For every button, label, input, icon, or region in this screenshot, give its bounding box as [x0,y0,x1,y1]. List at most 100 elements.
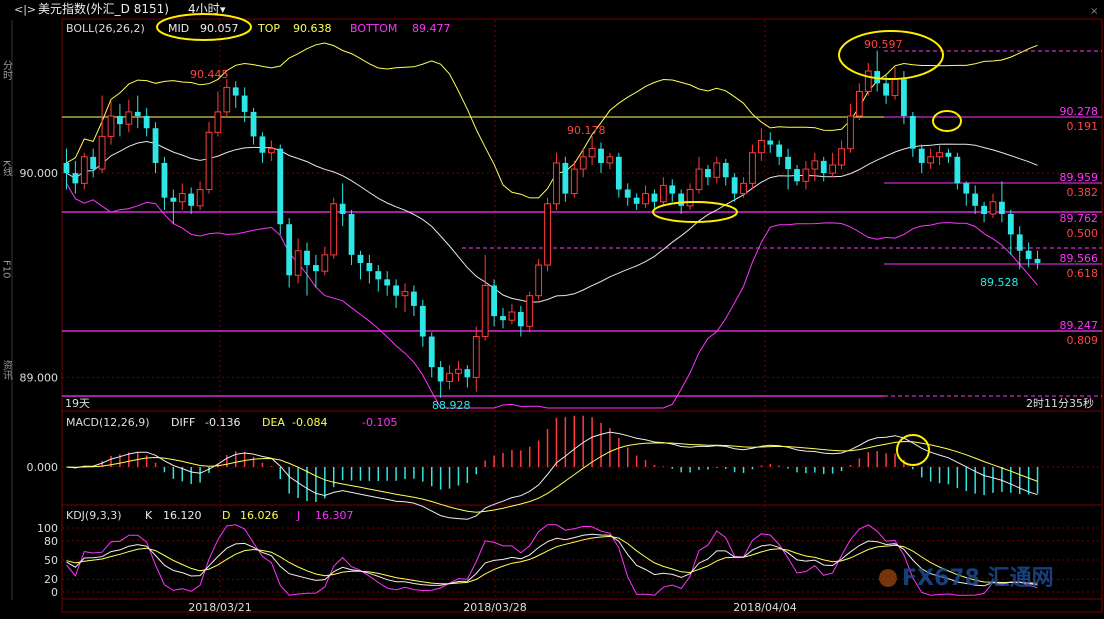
candle-body [954,156,961,184]
candle-body [393,285,399,296]
candle-body [223,86,231,113]
candle-body [855,90,863,117]
candle-body [927,156,935,164]
nav-back-forward-icon[interactable]: <|> [14,3,36,16]
highlight-fib-ellipse [932,110,962,132]
candle-body [802,168,810,182]
candle-body [829,164,837,174]
candle-body [695,168,703,190]
candle-body [553,162,560,205]
sidebar-tab-label: K线 [1,160,13,177]
candle-body [651,193,658,202]
candle-body [838,148,845,166]
boll-label: BOLL(26,26,2) [66,22,145,35]
candle-body [794,169,800,182]
candle-body [785,156,791,170]
candle-body [598,148,604,163]
candle-body [909,115,916,149]
grid: 90.000 89.000 2018/03/21 2018/03/28 2018/04/… [20,20,1102,614]
period-selector[interactable]: 4小时 [188,2,220,16]
macd-pane: 0.000 [27,415,1102,520]
candle-body [348,214,355,255]
candle-body [267,148,275,154]
sidebar-tab-0[interactable]: 分时 [1,60,13,80]
sidebar-tab-2[interactable]: F10 [1,260,12,278]
fib-price-label: 89.247 [1060,319,1099,332]
candle-body [588,148,596,158]
candle-body [749,152,756,184]
candle-body [705,169,711,178]
candle-body [214,111,222,133]
candle-body [945,152,952,157]
boll-mid-value: 90.057 [200,22,239,35]
candle-body [544,203,551,266]
candle-body [1016,234,1023,251]
candle-body [232,87,239,96]
days-label: 19天 [65,397,90,410]
candle-body [205,131,213,190]
boll-bottom-label: BOTTOM [350,22,397,35]
candle-body [178,193,186,203]
boll-top-value: 90.638 [293,22,332,35]
candle-body [972,193,979,206]
candle-body [411,291,417,306]
candle-body [500,316,506,321]
candle-body [107,115,115,137]
candle-body [117,115,123,125]
annotation-high-right: 90.597 [864,38,903,51]
candle-body [633,197,640,204]
candle-body [428,336,435,368]
candle-body [757,139,765,154]
macd-value: -0.105 [362,416,397,429]
candle-body [526,295,534,327]
highlight-support-ellipse [652,201,738,223]
candle-body [241,95,248,112]
macd-dea-line [66,440,1038,513]
boll-bottom-line [66,183,1038,409]
candle-body [401,291,409,297]
candle-body [713,162,721,178]
macd-diff-line [66,431,1038,520]
candle-body [304,250,310,266]
candle-body [891,78,899,97]
candle-body [999,201,1005,214]
fibonacci-lines: 90.278 0.191 89.959 0.382 89.762 0.500 89.566 0… [62,50,1102,397]
candle-body [375,271,382,280]
kdj-j-value: 16.307 [315,509,354,522]
fib-ratio-label: 0.500 [1067,227,1099,240]
annotation-mid-high: 90.178 [567,124,606,137]
candle-body [508,311,516,321]
kdj-tick: 80 [44,535,58,548]
candle-body [196,188,204,207]
candle-body [330,203,338,256]
candle-body [874,71,881,84]
candle-body [80,156,88,184]
fib-ratio-label: 0.618 [1067,267,1099,280]
candle-body [615,156,622,190]
close-icon[interactable]: × [1090,6,1098,17]
candle-body [98,135,106,170]
boll-bottom-value: 89.477 [412,22,451,35]
sidebar-tab-3[interactable]: 资讯 [1,360,13,381]
fib-price-label: 90.278 [1060,105,1099,118]
fib-price-label: 89.566 [1060,252,1099,265]
candle-body [918,148,925,163]
sidebar-tab-label: F10 [1,260,12,278]
candle-body [820,160,827,174]
candle-body [883,83,889,96]
chevron-down-icon[interactable]: ▾ [220,3,226,16]
macd-dea-value: -0.084 [292,416,327,429]
candle-body [250,111,257,137]
sidebar-tab-1[interactable]: K线 [1,160,13,177]
candle-body [286,224,293,276]
candle-body [446,372,453,382]
macd-dea-label: DEA [262,416,285,429]
x-tick-label: 2018/03/21 [188,601,251,614]
candle-body [294,250,302,276]
bollinger-bands [66,42,1038,409]
candle-body [1025,250,1032,259]
candle-body [188,193,195,206]
candle-body [455,368,462,374]
